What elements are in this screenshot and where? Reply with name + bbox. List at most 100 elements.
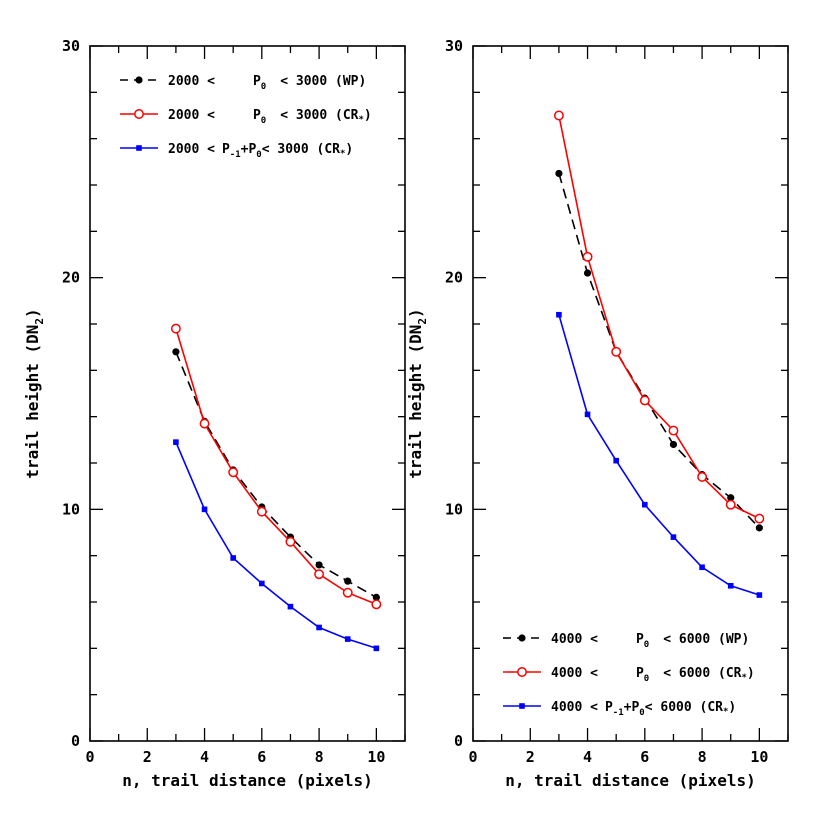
data-point (727, 494, 735, 502)
legend-marker (518, 634, 526, 642)
data-point (582, 251, 593, 262)
data-point (373, 645, 380, 652)
y-tick-label: 0 (454, 732, 463, 750)
right-panel: 0 2 4 6 8 10 0 10 20 30 n, trail distance (pixels)… (406, 37, 789, 790)
x-tick-label: 4 (200, 748, 209, 766)
y-tick-label: 20 (62, 269, 80, 287)
y-tick-label: 10 (62, 500, 80, 518)
series-1 (170, 323, 382, 610)
x-axis-label: n, trail distance (pixels) (505, 771, 755, 790)
data-point (555, 169, 563, 178)
y-tick-label: 10 (445, 500, 463, 518)
data-point (372, 593, 380, 601)
plot-frame (89, 45, 406, 742)
x-tick-label: 6 (640, 748, 649, 766)
x-tick-label: 10 (367, 748, 385, 766)
data-point (314, 569, 325, 580)
data-point (668, 425, 679, 436)
data-point (342, 587, 353, 598)
legend-entry: 4000 < P0 < 6000 (WP) (503, 632, 749, 650)
data-point (316, 624, 322, 631)
x-tick-label: 2 (526, 748, 535, 766)
legend-entry: 4000 < P0 < 6000 (CR*) (503, 666, 755, 684)
data-point (344, 636, 351, 642)
x-tick-label: 0 (468, 748, 477, 766)
data-point (371, 599, 382, 610)
legend-marker (134, 109, 144, 119)
legend-marker (519, 703, 525, 709)
x-tick-label: 10 (750, 748, 768, 766)
data-point (697, 471, 708, 482)
x-axis-label: n, trail distance (pixels) (122, 771, 372, 790)
data-point (172, 348, 180, 356)
legend-marker (517, 667, 527, 677)
y-axis-label: trail height (DN2) (23, 308, 46, 478)
series-line (175, 351, 377, 599)
data-point (285, 536, 296, 547)
series-line (558, 115, 760, 520)
data-point (556, 311, 562, 318)
data-point (230, 555, 236, 561)
data-point (199, 418, 210, 429)
series-line (558, 173, 760, 529)
x-tick-label: 6 (257, 748, 266, 766)
data-point (173, 439, 179, 445)
data-point (642, 501, 648, 508)
legend-entry: 2000 < P0 < 3000 (WP) (120, 74, 366, 92)
left-panel: 0 2 4 6 8 10 0 10 20 30 n, trail distance (pixels)… (23, 37, 406, 790)
series-line (175, 328, 377, 606)
data-point (256, 506, 267, 517)
data-point (584, 411, 591, 418)
x-tick-label: 4 (583, 748, 592, 766)
series-2 (173, 439, 380, 652)
series-line (175, 441, 377, 650)
y-tick-label: 20 (445, 269, 463, 287)
data-point (201, 506, 208, 513)
legend-label: 2000 < P0 < 3000 (WP) (168, 74, 366, 92)
data-point (727, 582, 734, 589)
y-tick-label: 30 (445, 37, 463, 55)
data-point (755, 524, 763, 532)
data-point (344, 577, 352, 585)
x-tick-label: 8 (698, 748, 707, 766)
data-point (725, 499, 736, 510)
x-tick-label: 8 (315, 748, 324, 766)
legend-entry: 2000 < P0 < 3000 (CR*) (120, 108, 372, 126)
legend-label: 2000 < P0 < 3000 (CR*) (168, 108, 372, 126)
data-point (259, 580, 265, 587)
data-point (228, 467, 239, 478)
x-tick-label: 0 (85, 748, 94, 766)
series-0 (172, 348, 380, 601)
data-point (639, 395, 650, 406)
series-0 (555, 169, 763, 532)
y-tick-label: 0 (71, 732, 80, 750)
data-point (170, 323, 181, 334)
data-point (754, 513, 765, 524)
data-point (669, 440, 678, 449)
data-point (613, 457, 619, 464)
legend-label: 4000 < P0 < 6000 (CR*) (551, 666, 755, 684)
data-point (287, 603, 294, 610)
series-1 (553, 110, 765, 524)
legend-label: 4000 < P-1+P0< 6000 (CR*) (551, 700, 736, 718)
series-2 (556, 311, 763, 598)
data-point (611, 346, 622, 357)
y-axis-label: trail height (DN2) (406, 308, 429, 478)
legend-label: 2000 < P-1+P0< 3000 (CR*) (168, 142, 353, 160)
data-point (756, 592, 763, 598)
series-line (558, 314, 760, 596)
legend-marker (135, 76, 143, 84)
data-point (315, 561, 323, 569)
legend-entry: 4000 < P-1+P0< 6000 (CR*) (503, 700, 736, 718)
legend-entry: 2000 < P-1+P0< 3000 (CR*) (120, 142, 353, 160)
y-tick-label: 30 (62, 37, 80, 55)
data-point (583, 269, 592, 277)
x-tick-label: 2 (143, 748, 152, 766)
legend-marker (136, 145, 142, 151)
data-point (553, 110, 564, 121)
plot-frame (472, 45, 789, 742)
data-point (670, 534, 677, 540)
data-point (699, 564, 705, 571)
legend-label: 4000 < P0 < 6000 (WP) (551, 632, 749, 650)
